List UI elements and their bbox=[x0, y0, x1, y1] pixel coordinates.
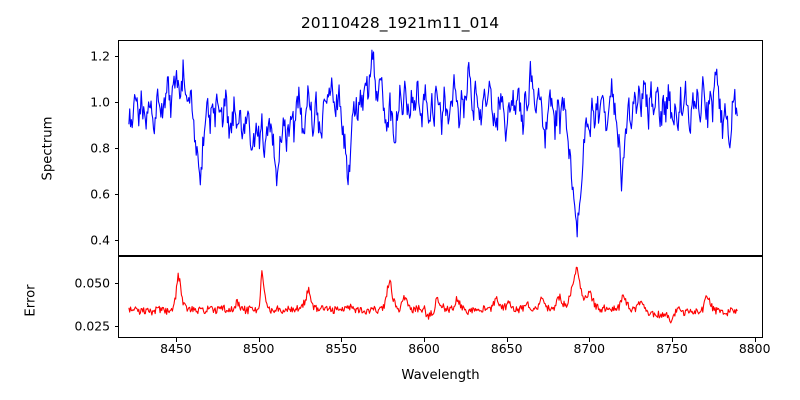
y-tick-label-spectrum: 0.4 bbox=[90, 232, 110, 248]
y-tick-mark-spectrum bbox=[114, 56, 118, 58]
x-tick-label: 8700 bbox=[573, 341, 606, 356]
y-tick-label-spectrum: 1.2 bbox=[90, 48, 110, 64]
x-tick-mark bbox=[589, 338, 591, 342]
y-tick-mark-spectrum bbox=[114, 239, 118, 241]
x-tick-mark bbox=[506, 338, 508, 342]
x-tick-label: 8650 bbox=[490, 341, 523, 356]
x-tick-mark bbox=[672, 338, 674, 342]
y-tick-label-error: 0.025 bbox=[74, 318, 110, 334]
y-tick-label-spectrum: 0.8 bbox=[90, 140, 110, 156]
x-tick-label: 8600 bbox=[408, 341, 440, 356]
y-tick-mark-spectrum bbox=[114, 194, 118, 196]
x-tick-mark bbox=[175, 338, 177, 342]
y-tick-label-error: 0.050 bbox=[74, 275, 110, 291]
x-tick-label: 8450 bbox=[160, 341, 192, 356]
y-tick-mark-error bbox=[114, 283, 118, 285]
error-line-series bbox=[119, 257, 762, 337]
x-tick-mark bbox=[754, 338, 756, 342]
y-axis-label-spectrum: Spectrum bbox=[40, 116, 56, 181]
x-tick-label: 8800 bbox=[738, 341, 771, 356]
spectrum-plot-area bbox=[118, 40, 763, 256]
y-tick-mark-error bbox=[114, 326, 118, 328]
y-axis-label-error: Error bbox=[23, 284, 39, 317]
y-tick-mark-spectrum bbox=[114, 148, 118, 150]
y-tick-label-spectrum: 0.6 bbox=[90, 186, 110, 202]
x-tick-label: 8550 bbox=[325, 341, 358, 356]
y-tick-label-spectrum: 1.0 bbox=[90, 94, 110, 110]
page-title: 20110428_1921m11_014 bbox=[300, 14, 500, 32]
spectrum-line-series bbox=[119, 41, 762, 255]
x-tick-label: 8750 bbox=[656, 341, 688, 356]
x-tick-mark bbox=[341, 338, 343, 342]
error-plot-area bbox=[118, 256, 763, 338]
x-axis-label: Wavelength bbox=[401, 368, 480, 383]
y-tick-mark-spectrum bbox=[114, 102, 118, 104]
x-tick-label: 8500 bbox=[242, 341, 275, 356]
x-tick-mark bbox=[258, 338, 260, 342]
x-tick-mark bbox=[424, 338, 426, 342]
